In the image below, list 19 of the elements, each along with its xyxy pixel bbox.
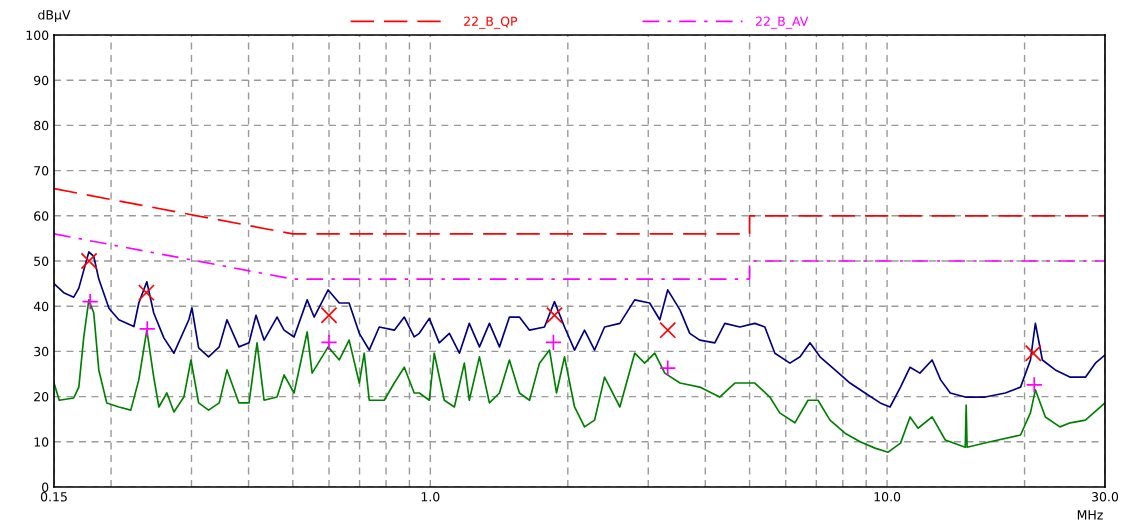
y-tick-label: 70 bbox=[34, 166, 49, 176]
y-tick-label: 0 bbox=[42, 482, 49, 492]
y-tick-label: 80 bbox=[34, 120, 49, 131]
y-tick-label: 90 bbox=[34, 75, 49, 86]
y-tick-label: 40 bbox=[33, 301, 49, 312]
y-tick-label: 20 bbox=[34, 392, 49, 402]
x-tick-label: 1.0 bbox=[421, 492, 440, 502]
x-tick-label: 10.0 bbox=[874, 492, 901, 502]
y-tick-label: 60 bbox=[34, 211, 49, 221]
y-tick-label: 100 bbox=[26, 30, 49, 40]
text: 22_B_QP bbox=[464, 16, 518, 29]
x-tick-label: 0.15 bbox=[40, 492, 67, 502]
x-tick-label: 30.0 bbox=[1092, 492, 1119, 502]
y-tick-label: 30 bbox=[34, 346, 49, 357]
y-axis-title: dBµV bbox=[38, 9, 71, 22]
y-tick-label: 50 bbox=[34, 256, 49, 266]
x-axis-title: MHz bbox=[1077, 510, 1103, 520]
text: 22_B_AV bbox=[755, 16, 809, 29]
y-tick-label: 10 bbox=[34, 437, 49, 447]
